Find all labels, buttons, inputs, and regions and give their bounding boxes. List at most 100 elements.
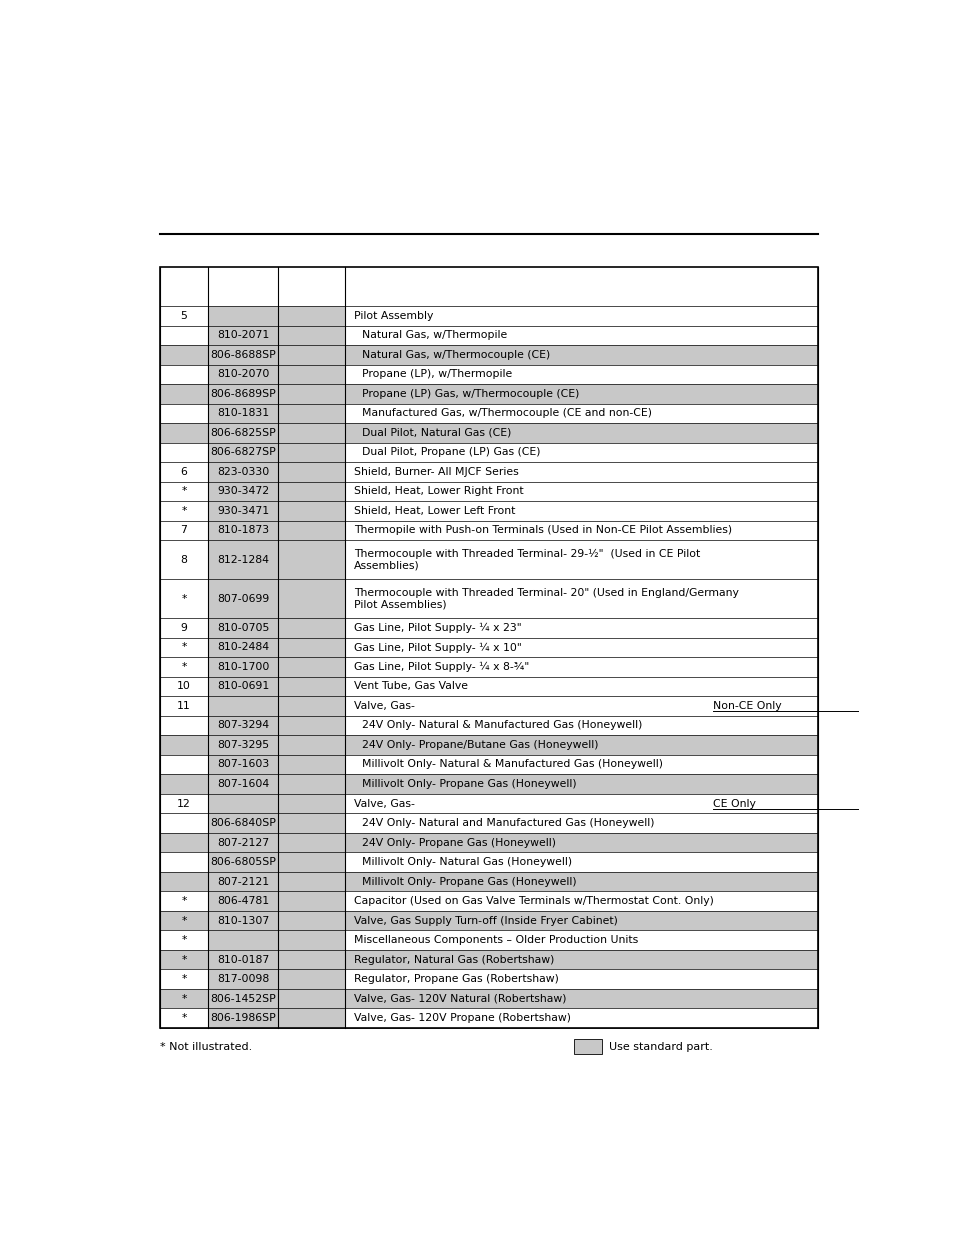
Text: Pilot Assemblies): Pilot Assemblies) [354,599,446,609]
Bar [160,1008,208,1028]
Bar [160,814,208,832]
Bar [278,521,344,540]
Bar [344,969,817,989]
Bar [278,677,344,697]
Text: 817-0098: 817-0098 [216,974,269,984]
Bar [208,989,278,1008]
Text: Millivolt Only- Natural & Manufactured Gas (Honeywell): Millivolt Only- Natural & Manufactured G… [362,760,662,769]
Bar [208,501,278,521]
Bar [208,462,278,482]
Bar [208,326,278,345]
Bar [208,832,278,852]
Bar [160,677,208,697]
Bar [278,267,344,306]
Bar [278,1008,344,1028]
Bar [160,501,208,521]
Bar [278,657,344,677]
Bar [278,501,344,521]
Text: 807-2127: 807-2127 [216,837,269,847]
Text: 930-3472: 930-3472 [216,487,269,496]
Text: 24V Only- Natural and Manufactured Gas (Honeywell): 24V Only- Natural and Manufactured Gas (… [362,818,655,827]
Text: Miscellaneous Components – Older Production Units: Miscellaneous Components – Older Product… [354,935,638,945]
Bar [278,404,344,424]
Text: * Not illustrated.: * Not illustrated. [160,1042,252,1052]
Text: 11: 11 [177,701,191,711]
Text: 810-1700: 810-1700 [216,662,269,672]
Bar [160,910,208,930]
Text: Non-CE Only: Non-CE Only [713,701,781,711]
Bar [278,306,344,326]
Bar [344,501,817,521]
Text: 5: 5 [180,311,187,321]
Text: 810-2071: 810-2071 [216,330,269,341]
Text: 810-0691: 810-0691 [216,682,269,692]
Text: 24V Only- Natural & Manufactured Gas (Honeywell): 24V Only- Natural & Manufactured Gas (Ho… [362,720,642,730]
Text: 810-1307: 810-1307 [216,915,269,925]
Text: 810-1873: 810-1873 [216,525,269,536]
Text: *: * [181,506,187,516]
Bar [208,755,278,774]
Text: *: * [181,594,187,604]
Bar [160,832,208,852]
Bar [160,794,208,814]
Text: *: * [181,935,187,945]
Bar [344,950,817,969]
Bar [160,892,208,910]
Bar [344,755,817,774]
Text: 807-1604: 807-1604 [216,779,269,789]
Text: Propane (LP) Gas, w/Thermocouple (CE): Propane (LP) Gas, w/Thermocouple (CE) [362,389,579,399]
Text: *: * [181,487,187,496]
Text: Gas Line, Pilot Supply- ¼ x 23": Gas Line, Pilot Supply- ¼ x 23" [354,622,520,634]
Text: 810-0705: 810-0705 [216,622,269,634]
Bar [208,872,278,892]
Bar [278,424,344,442]
Text: Millivolt Only- Propane Gas (Honeywell): Millivolt Only- Propane Gas (Honeywell) [362,779,577,789]
Bar [208,637,278,657]
Text: Capacitor (Used on Gas Valve Terminals w/Thermostat Cont. Only): Capacitor (Used on Gas Valve Terminals w… [354,897,713,906]
Text: 806-8688SP: 806-8688SP [210,350,275,359]
Text: 12: 12 [177,799,191,809]
Text: Gas Line, Pilot Supply- ¼ x 10": Gas Line, Pilot Supply- ¼ x 10" [354,642,521,652]
Text: Pilot Assembly: Pilot Assembly [354,311,433,321]
Bar [344,267,817,306]
Bar [208,384,278,404]
Text: Regulator, Propane Gas (Robertshaw): Regulator, Propane Gas (Robertshaw) [354,974,558,984]
Bar [208,950,278,969]
Text: Natural Gas, w/Thermocouple (CE): Natural Gas, w/Thermocouple (CE) [362,350,550,359]
Bar [208,306,278,326]
Text: 807-3295: 807-3295 [216,740,269,750]
Bar [278,716,344,735]
Bar [344,892,817,910]
Bar [160,306,208,326]
Bar [278,989,344,1008]
Bar [160,540,208,579]
Bar [160,872,208,892]
Text: *: * [181,955,187,965]
Bar [160,755,208,774]
Text: 807-2121: 807-2121 [216,877,269,887]
Bar [278,735,344,755]
Bar [344,637,817,657]
Text: *: * [181,897,187,906]
Text: 7: 7 [180,525,187,536]
Bar [160,442,208,462]
Bar [344,424,817,442]
Text: 24V Only- Propane/Butane Gas (Honeywell): 24V Only- Propane/Butane Gas (Honeywell) [362,740,598,750]
Bar [278,794,344,814]
Bar [344,1008,817,1028]
Bar [208,677,278,697]
Bar [208,345,278,364]
Bar [344,832,817,852]
Text: Vent Tube, Gas Valve: Vent Tube, Gas Valve [354,682,467,692]
Bar [344,384,817,404]
Text: Thermocouple with Threaded Terminal- 20" (Used in England/Germany: Thermocouple with Threaded Terminal- 20"… [354,588,738,598]
Bar [208,424,278,442]
Bar [208,1008,278,1028]
Bar [160,404,208,424]
Bar [160,619,208,637]
Bar [208,697,278,716]
Text: 8: 8 [180,555,187,564]
Bar [160,697,208,716]
Text: 930-3471: 930-3471 [216,506,269,516]
Bar [278,540,344,579]
